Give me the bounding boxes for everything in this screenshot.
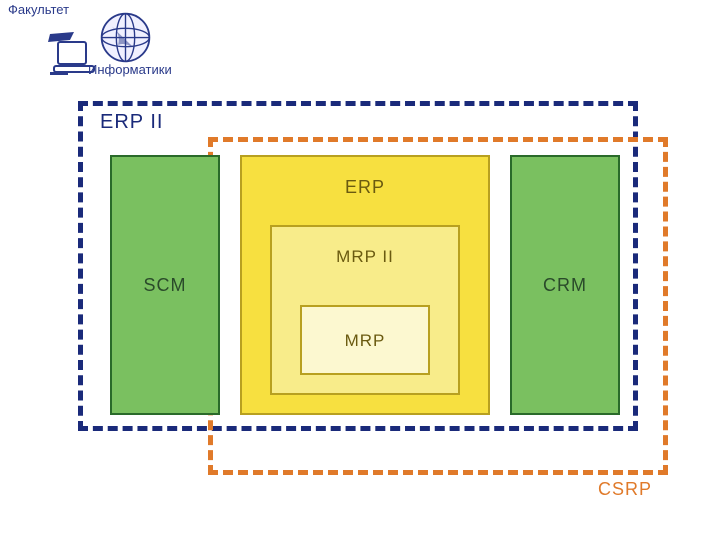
logo-text-top: Факультет <box>8 2 69 17</box>
globe-icon <box>98 10 153 65</box>
header-logo-area: Факультет Информатики <box>8 2 208 82</box>
erp2-label: ERP II <box>100 111 163 134</box>
crm-block: CRM <box>510 155 620 415</box>
mrp-block: MRP <box>300 305 430 375</box>
scm-block: SCM <box>110 155 220 415</box>
erp-label: ERP <box>242 177 488 198</box>
scm-label: SCM <box>112 275 218 296</box>
logo-text-bottom: Информатики <box>88 62 172 77</box>
mrp2-label: MRP II <box>272 247 458 267</box>
erp-systems-diagram: ERP II CSRP SCM CRM ERP MRP II MRP <box>60 95 660 495</box>
csrp-label: CSRP <box>598 479 652 500</box>
mrp-label: MRP <box>302 331 428 351</box>
crm-label: CRM <box>512 275 618 296</box>
